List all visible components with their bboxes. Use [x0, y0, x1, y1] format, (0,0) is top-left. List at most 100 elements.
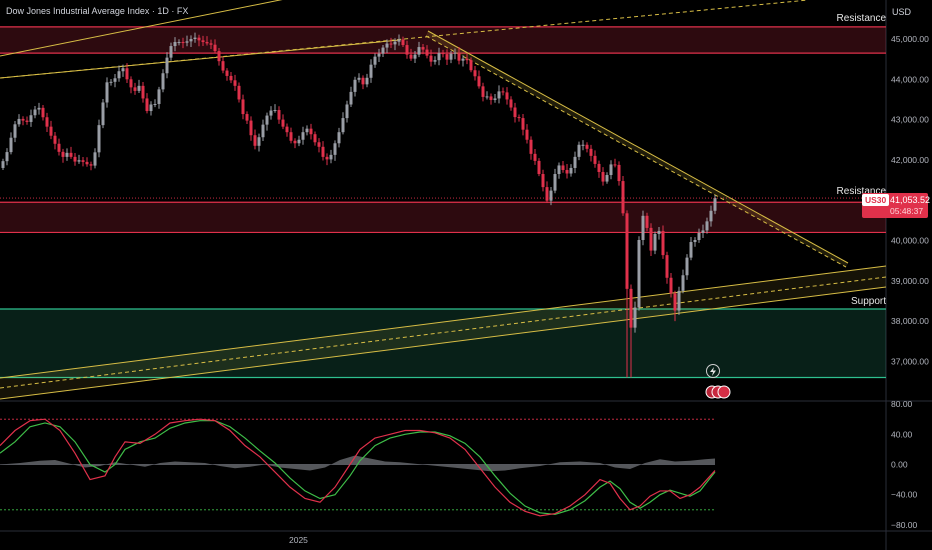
- candle: [641, 210, 645, 246]
- candle: [77, 154, 81, 164]
- candle: [477, 70, 481, 89]
- candle-body: [257, 137, 261, 146]
- candle-body: [709, 210, 713, 222]
- candle: [429, 49, 433, 67]
- candle: [125, 63, 129, 84]
- price-tick-label: 37,000.00: [891, 356, 929, 366]
- candle: [193, 32, 197, 43]
- candle-body: [157, 89, 161, 104]
- candle: [325, 153, 329, 166]
- candle: [585, 142, 589, 153]
- candle: [493, 93, 497, 103]
- candle-body: [129, 79, 133, 88]
- candle: [633, 301, 637, 333]
- lower-channel-mid-line: [0, 276, 887, 389]
- candle: [621, 176, 625, 216]
- candle-body: [461, 58, 465, 61]
- candle-body: [377, 53, 381, 57]
- candle-body: [245, 114, 249, 121]
- candle-body: [361, 77, 365, 85]
- downtrend-line-top: [427, 30, 849, 264]
- candle: [657, 226, 661, 240]
- candle-body: [665, 255, 669, 278]
- oscillator-tick-label: 0.00: [891, 460, 908, 470]
- candle: [629, 284, 633, 378]
- candle: [485, 91, 489, 100]
- currency-label[interactable]: USD: [892, 7, 912, 17]
- candle: [461, 55, 465, 67]
- oscillator-axis: 80.00 40.00 0.00 −40.00 −80.00: [891, 399, 918, 530]
- candle-body: [297, 139, 301, 144]
- candle: [357, 73, 361, 83]
- candle: [661, 225, 665, 259]
- candle-body: [121, 68, 125, 72]
- candle: [49, 120, 53, 140]
- price-tick-label: 38,000.00: [891, 316, 929, 326]
- candle: [173, 37, 177, 52]
- candle-body: [713, 198, 717, 211]
- candle-body: [85, 161, 89, 165]
- candle: [221, 56, 225, 74]
- candle: [609, 160, 613, 180]
- candle-body: [641, 215, 645, 240]
- candle: [353, 76, 357, 97]
- price-tag[interactable]: US30 41,053.52 05:48:37: [862, 193, 930, 218]
- candle: [437, 47, 441, 66]
- resistance-top-label: Resistance: [836, 13, 886, 24]
- candle: [617, 161, 621, 186]
- candle-body: [601, 171, 605, 182]
- candle-body: [441, 53, 445, 55]
- candle: [169, 42, 173, 61]
- candle-body: [565, 169, 569, 174]
- candle: [581, 140, 585, 151]
- candle-body: [421, 47, 425, 50]
- candle: [105, 77, 109, 108]
- candle: [433, 56, 437, 65]
- candle-body: [285, 126, 289, 133]
- candle-body: [353, 79, 357, 92]
- candle: [421, 44, 425, 55]
- oscillator-tick-label: 80.00: [891, 399, 913, 409]
- candle: [693, 237, 697, 247]
- badge-stack-icon[interactable]: [705, 385, 733, 399]
- candle-body: [101, 102, 105, 126]
- candle: [497, 85, 501, 104]
- price-tick-label: 45,000.00: [891, 34, 929, 44]
- candle: [417, 41, 421, 58]
- candle-body: [685, 257, 689, 276]
- candle: [65, 148, 69, 161]
- candle-body: [629, 288, 633, 328]
- candle-body: [425, 49, 429, 56]
- candle-body: [521, 118, 525, 130]
- candle: [205, 36, 209, 46]
- candle: [237, 82, 241, 103]
- candle: [177, 39, 181, 46]
- candle: [337, 127, 341, 148]
- candle-body: [293, 140, 297, 144]
- candle: [397, 34, 401, 46]
- lightning-icon[interactable]: [706, 364, 720, 378]
- candle-body: [37, 107, 41, 110]
- candle-body: [681, 275, 685, 291]
- candle-body: [485, 96, 489, 98]
- candle-body: [305, 128, 309, 133]
- candle-body: [197, 37, 201, 41]
- candle-body: [337, 132, 341, 144]
- candle-body: [217, 51, 221, 62]
- candle-body: [625, 213, 629, 289]
- candle: [241, 94, 245, 120]
- candle-body: [345, 104, 349, 119]
- candle-body: [301, 132, 305, 140]
- candle: [289, 127, 293, 144]
- candle: [285, 123, 289, 137]
- candle-body: [369, 64, 373, 78]
- candle-body: [465, 58, 469, 61]
- candle: [349, 86, 353, 107]
- candle-body: [469, 60, 473, 71]
- candle: [317, 138, 321, 153]
- candle: [329, 149, 333, 164]
- candle: [381, 44, 385, 58]
- candle-body: [597, 163, 601, 172]
- candle-body: [497, 91, 501, 99]
